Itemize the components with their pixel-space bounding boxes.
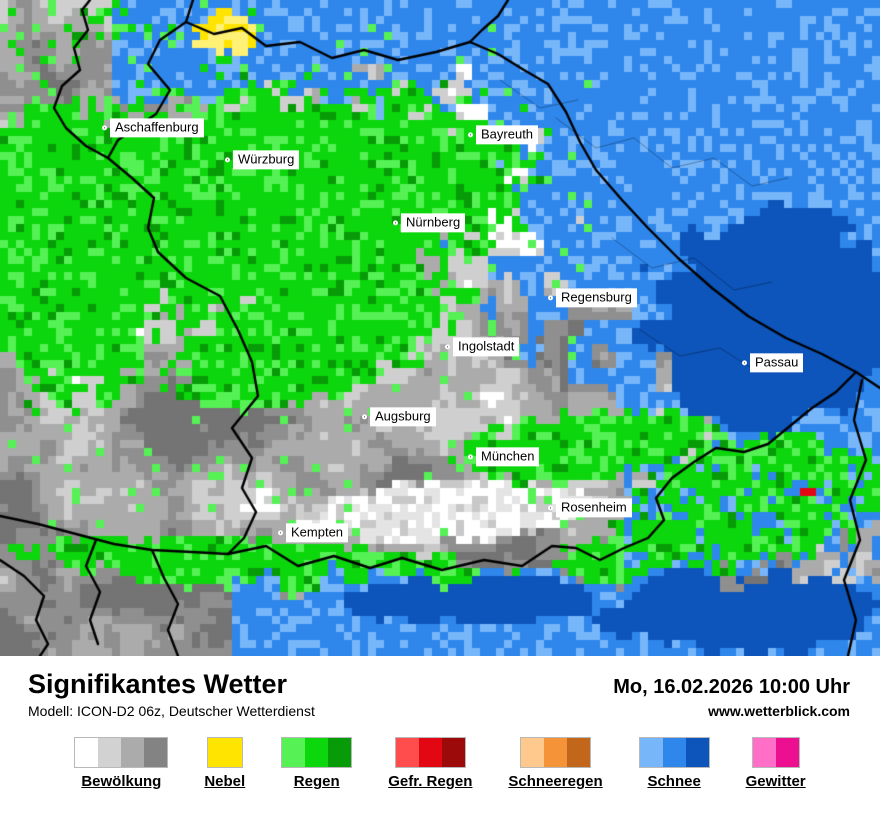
legend-swatch (639, 738, 663, 767)
city-dot (102, 125, 107, 131)
city-label: München (476, 447, 540, 467)
legend-label: Schneeregen (508, 773, 603, 790)
legend-swatch (75, 738, 99, 767)
city-dot (445, 344, 450, 350)
legend-group: Gefr. Regen (388, 737, 472, 790)
legend-swatch (98, 738, 122, 767)
footer-panel: Signifikantes Wetter Mo, 16.02.2026 10:0… (0, 656, 880, 830)
city-dot (225, 157, 230, 163)
legend-swatches (751, 737, 800, 768)
city-dot (393, 220, 398, 226)
legend-swatch (121, 738, 145, 767)
city-dot (362, 414, 367, 420)
legend-label: Gefr. Regen (388, 773, 473, 790)
legend-swatch (685, 738, 709, 767)
model-info: Modell: ICON-D2 06z, Deutscher Wetterdie… (28, 703, 315, 719)
legend-group: Gewitter (746, 737, 806, 790)
legend-group: Bewölkung (74, 737, 169, 790)
legend-label: Gewitter (745, 773, 806, 790)
subtitle-row: Modell: ICON-D2 06z, Deutscher Wetterdie… (0, 703, 880, 719)
weather-map: Aschaffenburg Würzburg Bayreuth Nürnberg Reg… (0, 0, 880, 656)
city-marker: Kempten (278, 523, 349, 543)
forecast-datetime: Mo, 16.02.2026 10:00 Uhr (613, 676, 850, 698)
city-dot (468, 132, 473, 138)
city-marker: Augsburg (362, 407, 436, 427)
page-title: Signifikantes Wetter (28, 669, 288, 699)
city-label: Nürnberg (401, 213, 466, 233)
legend-swatch (328, 738, 352, 767)
legend-group: Regen (281, 737, 353, 790)
legend-swatch (418, 738, 442, 767)
legend-swatch (752, 738, 776, 767)
weather-map-canvas (0, 0, 880, 656)
legend-label: Bewölkung (81, 773, 162, 790)
city-label: Kempten (286, 523, 349, 543)
city-marker: Nürnberg (393, 213, 466, 233)
city-label: Regensburg (556, 288, 637, 308)
legend-swatch (207, 738, 242, 767)
title-row: Signifikantes Wetter Mo, 16.02.2026 10:0… (0, 669, 880, 700)
city-marker: Würzburg (225, 150, 300, 170)
city-dot (742, 360, 747, 366)
legend-swatch (544, 738, 568, 767)
legend-swatch (775, 738, 799, 767)
legend-group: Schneeregen (508, 737, 603, 790)
city-marker: München (468, 447, 540, 467)
legend-swatch (567, 738, 591, 767)
legend-group: Nebel (204, 737, 245, 790)
legend-swatch (395, 738, 419, 767)
city-label: Bayreuth (476, 125, 539, 145)
city-marker: Ingolstadt (445, 337, 520, 357)
city-dot (548, 505, 553, 511)
website-url: www.wetterblick.com (708, 703, 850, 719)
city-marker: Regensburg (548, 288, 637, 308)
legend-swatches (638, 737, 710, 768)
city-marker: Aschaffenburg (102, 118, 204, 138)
legend-swatches (520, 737, 592, 768)
city-label: Rosenheim (556, 498, 632, 518)
legend-swatch (305, 738, 329, 767)
city-marker: Passau (742, 353, 804, 373)
legend-label: Regen (293, 773, 340, 790)
city-label: Augsburg (370, 407, 436, 427)
city-marker: Rosenheim (548, 498, 632, 518)
city-dot (548, 295, 553, 301)
city-label: Passau (750, 353, 804, 373)
legend: Bewölkung Nebel Regen Gefr. Regen Schneerege… (0, 737, 880, 790)
legend-swatch (441, 738, 465, 767)
city-dot (468, 454, 473, 460)
city-label: Aschaffenburg (110, 118, 204, 138)
city-label: Würzburg (233, 150, 300, 170)
legend-swatch (521, 738, 545, 767)
legend-group: Schnee (638, 737, 710, 790)
city-marker: Bayreuth (468, 125, 539, 145)
legend-swatch (282, 738, 306, 767)
legend-swatch (662, 738, 686, 767)
legend-swatches (281, 737, 353, 768)
city-dot (278, 530, 283, 536)
legend-swatches (206, 737, 243, 768)
legend-swatches (74, 737, 169, 768)
legend-label: Schnee (647, 773, 701, 790)
city-label: Ingolstadt (453, 337, 520, 357)
legend-label: Nebel (204, 773, 246, 790)
legend-swatches (394, 737, 466, 768)
legend-swatch (144, 738, 168, 767)
